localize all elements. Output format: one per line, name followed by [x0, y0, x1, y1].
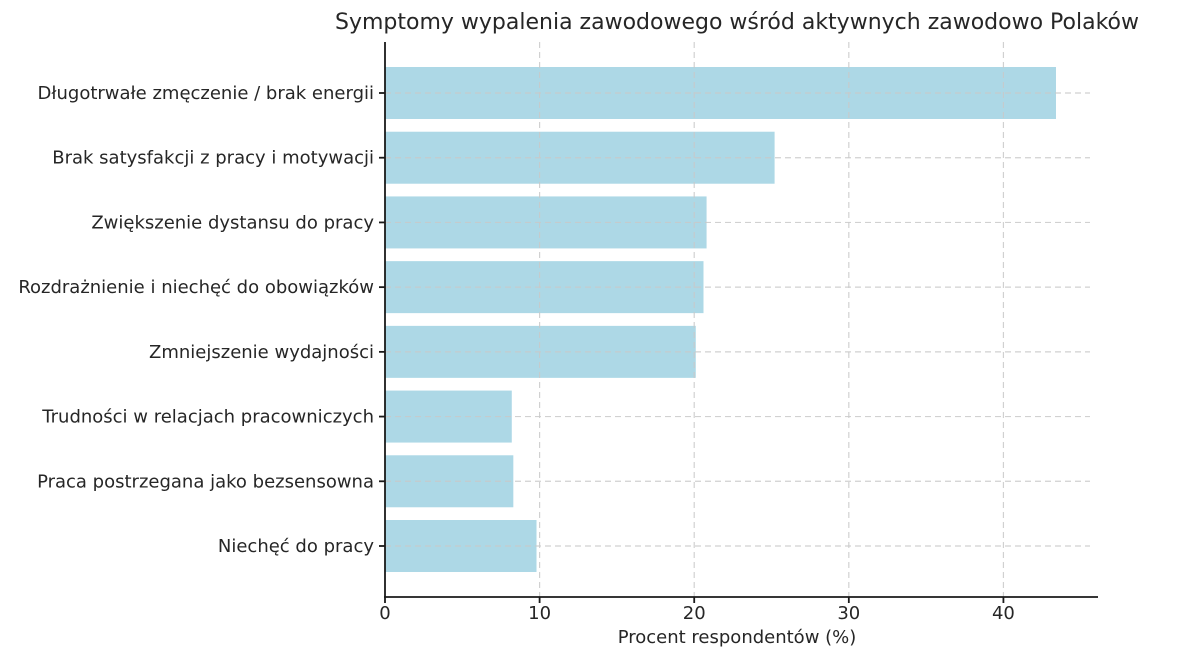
category-label: Brak satysfakcji z pracy i motywacji [52, 148, 374, 169]
category-label: Rozdrażnienie i niechęć do obowiązków [18, 277, 374, 298]
x-axis-label: Procent respondentów (%) [618, 627, 857, 648]
tick-labels-layer: 0 10 20 30 40 Długotrwałe zmęczenie / brak en… [18, 83, 1015, 624]
category-label: Długotrwałe zmęczenie / brak energii [38, 83, 374, 104]
x-tick-label: 30 [837, 603, 860, 624]
x-tick-label: 0 [379, 603, 390, 624]
x-tick-label: 10 [528, 603, 551, 624]
chart-title: Symptomy wypalenia zawodowego wśród akty… [335, 10, 1139, 35]
x-tick-label: 40 [992, 603, 1015, 624]
category-label: Zwiększenie dystansu do pracy [91, 212, 374, 233]
x-tick-label: 20 [683, 603, 706, 624]
bars-layer [385, 67, 1056, 572]
category-label: Trudności w relacjach pracowniczych [41, 407, 374, 428]
category-label: Niechęć do pracy [218, 536, 374, 557]
gridlines-layer [385, 42, 1090, 597]
category-label: Praca postrzegana jako bezsensowna [37, 471, 374, 492]
axes-layer [379, 42, 1098, 603]
category-label: Zmniejszenie wydajności [149, 342, 374, 363]
